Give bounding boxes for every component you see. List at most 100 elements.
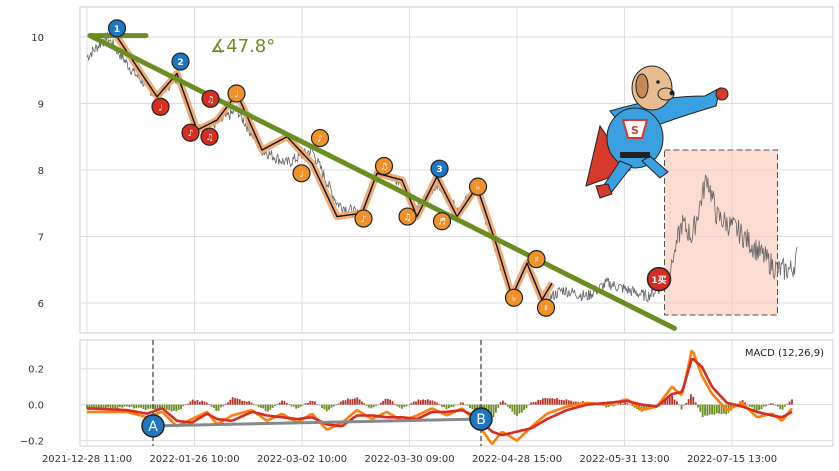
x-tick-label: 2022-03-30 09:00 — [364, 454, 454, 465]
eye — [656, 80, 660, 84]
wave-marker: 3 — [430, 159, 449, 178]
macd-bar — [556, 398, 558, 405]
macd-bar — [551, 398, 554, 405]
marker-label: ♪ — [361, 215, 367, 225]
wave-line — [116, 36, 553, 301]
price-y-tick: 6 — [38, 299, 44, 310]
macd-bar — [283, 400, 286, 405]
macd-bar — [516, 404, 518, 416]
divergence-point-circle — [469, 407, 493, 431]
marker-circle — [398, 207, 417, 226]
macd-bar — [769, 403, 772, 405]
macd-bar — [715, 404, 718, 414]
macd-bar — [567, 400, 570, 405]
macd-bar — [229, 399, 232, 405]
macd-bar — [713, 404, 716, 415]
macd-bar — [450, 404, 453, 407]
macd-bar — [227, 402, 229, 405]
wave-marker: ♩ — [151, 97, 170, 116]
divergence-point: A — [141, 414, 165, 438]
marker-circle — [468, 177, 488, 196]
macd-bar — [377, 404, 380, 406]
macd-bar — [274, 404, 276, 407]
macd-bar — [694, 402, 697, 405]
macd-bar — [401, 404, 403, 409]
marker-circle — [227, 84, 246, 103]
macd-bar — [361, 401, 363, 405]
macd-bar — [363, 403, 366, 405]
macd-bar — [530, 402, 533, 405]
macd-bar — [97, 404, 100, 410]
wave-marker: 2 — [171, 52, 190, 71]
macd-bar — [699, 404, 702, 412]
marker-label: ♪ — [188, 129, 194, 139]
macd-bar — [744, 402, 746, 405]
x-tick-label: 2022-07-15 13:00 — [687, 454, 777, 465]
macd-bar — [631, 404, 634, 407]
macd-bar — [645, 404, 648, 409]
macd-bar — [722, 404, 725, 414]
macd-bar — [643, 404, 645, 410]
macd-bar — [245, 401, 248, 405]
macd-y-ticks: −0.2 0.0 0.2 — [20, 365, 44, 448]
macd-bar — [774, 404, 777, 406]
macd-bar — [349, 399, 352, 405]
macd-bar — [506, 404, 509, 407]
macd-bar — [278, 402, 281, 405]
macd-bar — [386, 398, 389, 405]
wave-marker: ♯ — [536, 298, 556, 317]
macd-bar — [217, 404, 220, 411]
buy-marker: 1买 — [646, 266, 672, 292]
wave-marker: ♬ — [432, 212, 452, 231]
marker-circle — [171, 52, 190, 71]
macd-bar — [109, 404, 112, 409]
macd-bar — [255, 404, 258, 406]
macd-bar — [542, 398, 544, 405]
macd-bar — [133, 404, 135, 409]
macd-bar — [438, 403, 441, 405]
fist — [715, 87, 729, 101]
macd-bar — [356, 397, 359, 405]
macd-bar — [144, 404, 147, 411]
macd-bar — [262, 404, 265, 409]
macd-bar — [389, 399, 392, 405]
macd-bar — [455, 404, 457, 406]
macd-bar — [683, 404, 685, 406]
emblem-letter: S — [631, 124, 639, 137]
wave-marker: ♯ — [527, 250, 546, 269]
macd-bar — [765, 404, 768, 407]
macd-bar — [393, 403, 396, 405]
macd-bar — [690, 394, 692, 405]
macd-bar — [549, 398, 551, 405]
x-tick-label: 2022-04-28 15:00 — [472, 454, 562, 465]
macd-bar — [281, 400, 283, 405]
macd-bar — [469, 404, 471, 409]
macd-bar — [264, 404, 267, 412]
macd-bar — [706, 404, 709, 416]
macd-bar — [116, 404, 119, 409]
macd-bar — [513, 404, 516, 415]
macd-bar — [135, 404, 138, 409]
macd-bar — [325, 404, 328, 412]
macd-bar — [753, 404, 756, 410]
wave-marker: ♫ — [374, 156, 394, 176]
macd-bar — [777, 404, 779, 407]
macd-bar — [130, 404, 133, 407]
divergence-point: B — [469, 407, 493, 431]
macd-bar — [497, 404, 500, 408]
macd-bar — [163, 404, 166, 410]
macd-bar — [182, 404, 185, 407]
macd-bar — [563, 400, 565, 405]
wave-marker: ♫ — [200, 127, 219, 146]
marker-label: ♫ — [380, 163, 388, 173]
macd-bar — [177, 404, 180, 410]
macd-bar — [762, 404, 765, 407]
wave-marker: ♪ — [181, 123, 200, 142]
macd-bar — [205, 402, 208, 405]
macd-bar — [680, 404, 683, 410]
macd-bar — [114, 404, 117, 409]
macd-bar — [701, 404, 704, 418]
marker-circle — [504, 288, 524, 307]
macd-bar — [685, 402, 688, 405]
trend-line — [87, 33, 677, 331]
